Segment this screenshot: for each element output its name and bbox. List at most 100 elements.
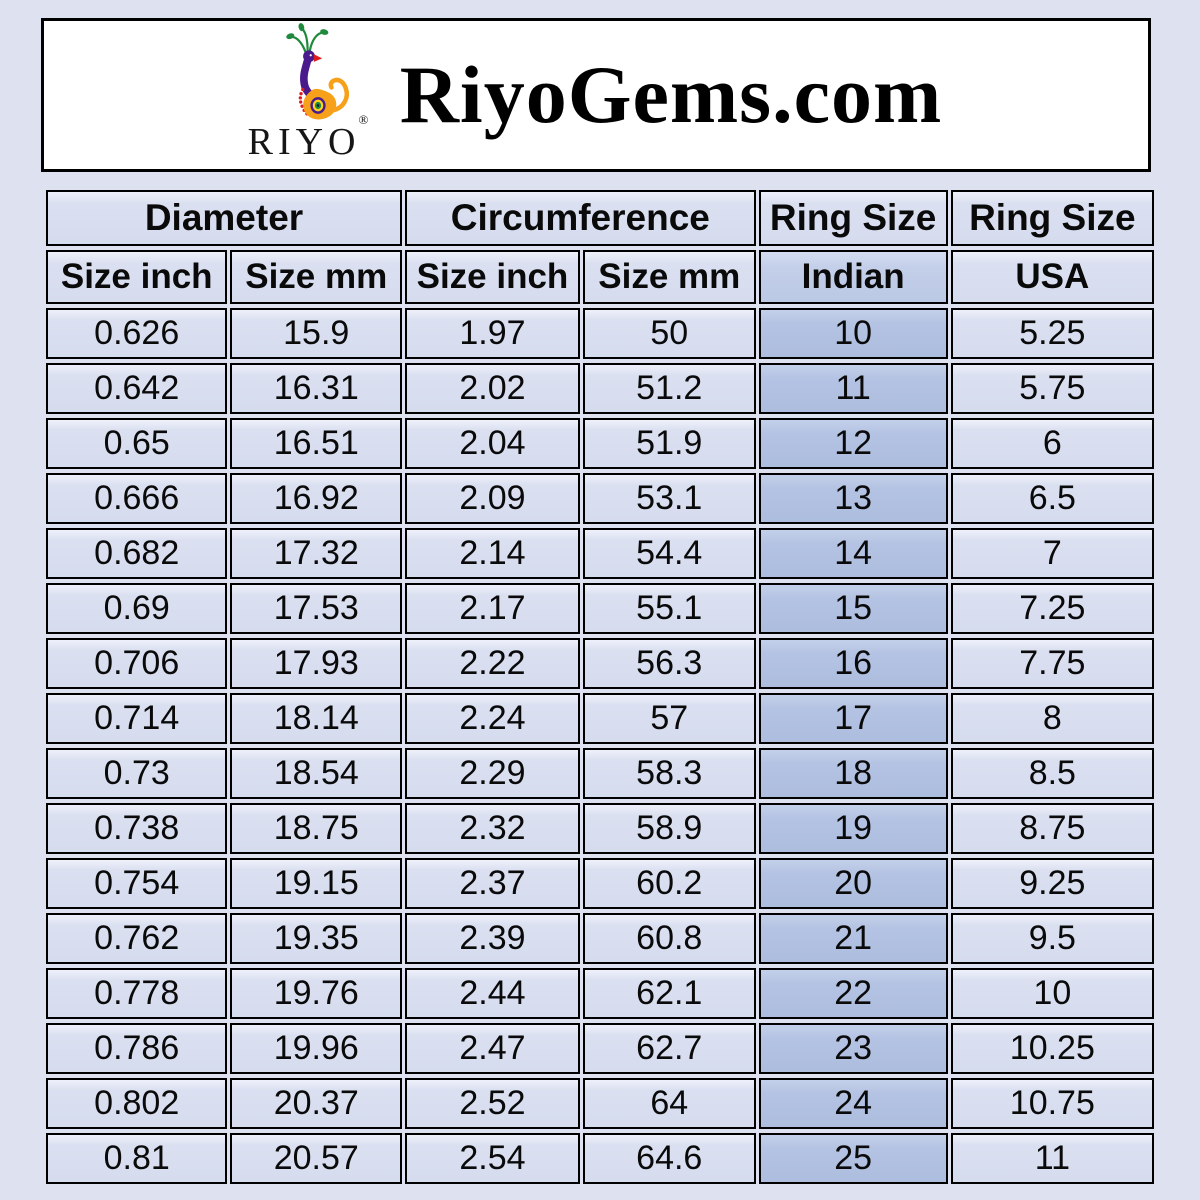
table-cell: 0.714	[46, 693, 228, 744]
registered-mark: ®	[358, 112, 369, 128]
column-header-circumference-mm: Size mm	[582, 250, 756, 304]
table-cell: 58.9	[582, 803, 756, 854]
group-header-ring-size-usa: Ring Size	[950, 190, 1154, 246]
table-cell: 0.626	[46, 308, 228, 359]
table-row: 0.682 17.32 2.14 54.4 14 7	[46, 528, 1154, 579]
brand-logo: RIYO®	[184, 23, 434, 169]
table-cell: 7	[950, 528, 1154, 579]
table-cell: 0.754	[46, 858, 228, 909]
table-cell: 15.9	[230, 308, 403, 359]
table-cell: 19.15	[230, 858, 403, 909]
table-cell: 8.5	[950, 748, 1154, 799]
table-cell: 0.65	[46, 418, 228, 469]
table-cell: 2.22	[405, 638, 580, 689]
table-cell: 10	[758, 308, 948, 359]
table-cell: 8.75	[950, 803, 1154, 854]
table-cell: 25	[758, 1133, 948, 1184]
table-cell: 2.54	[405, 1133, 580, 1184]
table-cell: 2.29	[405, 748, 580, 799]
table-cell: 17.32	[230, 528, 403, 579]
table-cell: 0.738	[46, 803, 228, 854]
table-cell: 8	[950, 693, 1154, 744]
group-header-diameter: Diameter	[46, 190, 403, 246]
table-row: 0.754 19.15 2.37 60.2 20 9.25	[46, 858, 1154, 909]
logo-brand-text: RIYO®	[247, 112, 369, 163]
table-cell: 51.9	[582, 418, 756, 469]
table-cell: 6	[950, 418, 1154, 469]
table-cell: 11	[758, 363, 948, 414]
table-cell: 17.93	[230, 638, 403, 689]
table-cell: 2.47	[405, 1023, 580, 1074]
table-cell: 0.73	[46, 748, 228, 799]
table-cell: 0.682	[46, 528, 228, 579]
table-row: 0.738 18.75 2.32 58.9 19 8.75	[46, 803, 1154, 854]
column-header-diameter-mm: Size mm	[230, 250, 403, 304]
table-cell: 23	[758, 1023, 948, 1074]
table-cell: 20	[758, 858, 948, 909]
table-cell: 58.3	[582, 748, 756, 799]
table-row: 0.81 20.57 2.54 64.6 25 11	[46, 1133, 1154, 1184]
table-cell: 0.81	[46, 1133, 228, 1184]
sub-header-row: Size inch Size mm Size inch Size mm Indi…	[46, 250, 1154, 304]
table-cell: 0.786	[46, 1023, 228, 1074]
table-cell: 20.37	[230, 1078, 403, 1129]
table-cell: 2.44	[405, 968, 580, 1019]
table-cell: 11	[950, 1133, 1154, 1184]
table-row: 0.65 16.51 2.04 51.9 12 6	[46, 418, 1154, 469]
column-header-circumference-inch: Size inch	[405, 250, 580, 304]
table-cell: 60.8	[582, 913, 756, 964]
table-cell: 2.02	[405, 363, 580, 414]
table-cell: 0.802	[46, 1078, 228, 1129]
table-cell: 2.52	[405, 1078, 580, 1129]
table-cell: 20.57	[230, 1133, 403, 1184]
table-cell: 1.97	[405, 308, 580, 359]
table-cell: 56.3	[582, 638, 756, 689]
table-cell: 62.1	[582, 968, 756, 1019]
table-cell: 10.75	[950, 1078, 1154, 1129]
table-cell: 17.53	[230, 583, 403, 634]
table-cell: 16.31	[230, 363, 403, 414]
column-header-diameter-inch: Size inch	[46, 250, 228, 304]
table-cell: 18.54	[230, 748, 403, 799]
table-cell: 10.25	[950, 1023, 1154, 1074]
table-cell: 19.76	[230, 968, 403, 1019]
table-cell: 7.75	[950, 638, 1154, 689]
table-cell: 64.6	[582, 1133, 756, 1184]
table-cell: 6.5	[950, 473, 1154, 524]
table-cell: 5.25	[950, 308, 1154, 359]
table-cell: 7.25	[950, 583, 1154, 634]
table-row: 0.706 17.93 2.22 56.3 16 7.75	[46, 638, 1154, 689]
header-banner: RIYO® RiyoGems.com	[41, 18, 1151, 172]
table-cell: 51.2	[582, 363, 756, 414]
table-cell: 17	[758, 693, 948, 744]
table-cell: 0.642	[46, 363, 228, 414]
table-cell: 9.5	[950, 913, 1154, 964]
table-cell: 12	[758, 418, 948, 469]
table-row: 0.73 18.54 2.29 58.3 18 8.5	[46, 748, 1154, 799]
group-header-circumference: Circumference	[405, 190, 756, 246]
table-row: 0.714 18.14 2.24 57 17 8	[46, 693, 1154, 744]
table-cell: 13	[758, 473, 948, 524]
table-cell: 5.75	[950, 363, 1154, 414]
peacock-logo-icon	[286, 23, 349, 120]
site-title: RiyoGems.com	[399, 49, 943, 140]
table-cell: 24	[758, 1078, 948, 1129]
table-cell: 19	[758, 803, 948, 854]
table-cell: 62.7	[582, 1023, 756, 1074]
table-cell: 0.762	[46, 913, 228, 964]
size-table-body: 0.626 15.9 1.97 50 10 5.25 0.642 16.31 2.02 51.2 1…	[46, 308, 1154, 1184]
table-row: 0.642 16.31 2.02 51.2 11 5.75	[46, 363, 1154, 414]
table-row: 0.762 19.35 2.39 60.8 21 9.5	[46, 913, 1154, 964]
table-cell: 55.1	[582, 583, 756, 634]
table-cell: 16.92	[230, 473, 403, 524]
table-row: 0.786 19.96 2.47 62.7 23 10.25	[46, 1023, 1154, 1074]
table-cell: 2.04	[405, 418, 580, 469]
table-row: 0.778 19.76 2.44 62.1 22 10	[46, 968, 1154, 1019]
table-cell: 19.35	[230, 913, 403, 964]
table-cell: 2.32	[405, 803, 580, 854]
table-cell: 0.778	[46, 968, 228, 1019]
table-cell: 14	[758, 528, 948, 579]
table-row: 0.69 17.53 2.17 55.1 15 7.25	[46, 583, 1154, 634]
table-cell: 2.09	[405, 473, 580, 524]
table-row: 0.626 15.9 1.97 50 10 5.25	[46, 308, 1154, 359]
